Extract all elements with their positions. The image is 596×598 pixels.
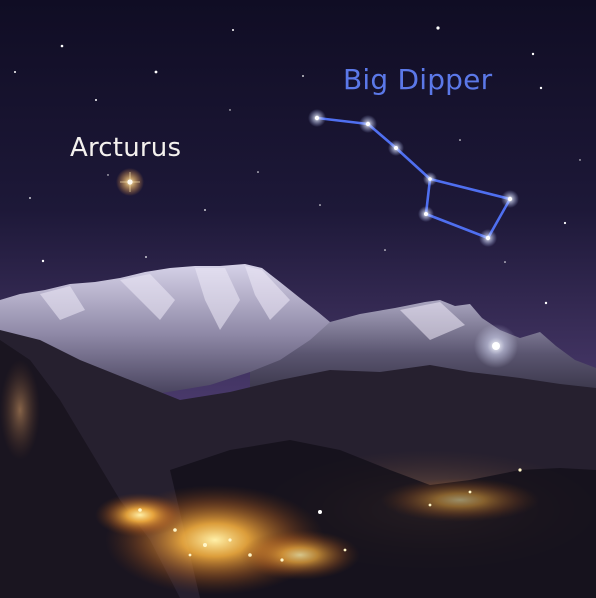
lit-slope-left	[0, 360, 40, 460]
town-lights	[95, 468, 540, 595]
background-stars	[14, 26, 581, 305]
star-dubhe	[501, 190, 519, 208]
lit-summit-light	[492, 342, 500, 350]
star-mizar	[359, 115, 377, 133]
star-phecda	[418, 206, 434, 222]
arcturus-star	[116, 168, 144, 196]
big-dipper-stars	[308, 109, 519, 247]
arcturus-label: Arcturus	[70, 133, 182, 163]
star-alkaid	[308, 109, 326, 127]
snow-ridges	[40, 266, 465, 340]
star-megrez	[423, 172, 437, 186]
star-merak	[479, 229, 497, 247]
star-alioth	[388, 140, 404, 156]
big-dipper-label: Big Dipper	[343, 63, 493, 96]
